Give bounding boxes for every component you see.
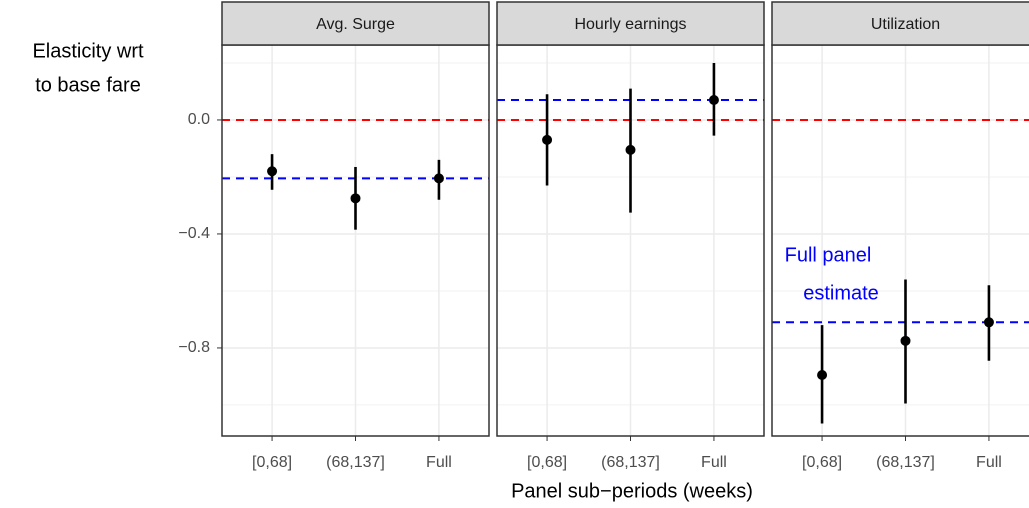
x-tick-label: (68,137] xyxy=(601,454,660,471)
annotation: estimate xyxy=(803,282,879,304)
x-tick-label: Full xyxy=(426,454,452,471)
point xyxy=(267,166,278,177)
point xyxy=(983,317,994,328)
strip-title: Avg. Surge xyxy=(316,16,395,33)
point xyxy=(350,193,361,204)
point xyxy=(625,144,636,155)
point xyxy=(708,95,719,106)
x-tick-label: [0,68] xyxy=(802,454,842,471)
y-tick-label: −0.8 xyxy=(178,339,210,356)
strip-title: Hourly earnings xyxy=(574,16,686,33)
point xyxy=(817,370,828,381)
x-tick-label: [0,68] xyxy=(527,454,567,471)
x-tick-label: Full xyxy=(976,454,1002,471)
x-tick-label: (68,137] xyxy=(326,454,385,471)
x-tick-label: (68,137] xyxy=(876,454,935,471)
strip-title: Utilization xyxy=(871,16,940,33)
y-axis-label: to base fare xyxy=(35,74,141,96)
y-axis-label: Elasticity wrt xyxy=(32,40,144,62)
y-tick-label: −0.4 xyxy=(178,225,210,242)
x-tick-label: Full xyxy=(701,454,727,471)
point xyxy=(433,173,444,184)
panel-background xyxy=(772,45,1029,436)
strip xyxy=(221,1,490,46)
point xyxy=(900,335,911,346)
x-axis-label: Panel sub−periods (weeks) xyxy=(511,480,753,502)
y-tick-label: 0.0 xyxy=(188,111,210,128)
x-tick-label: [0,68] xyxy=(252,454,292,471)
point xyxy=(542,134,553,145)
annotation: Full panel xyxy=(785,244,872,266)
strip xyxy=(771,1,1029,46)
strip xyxy=(496,1,765,46)
